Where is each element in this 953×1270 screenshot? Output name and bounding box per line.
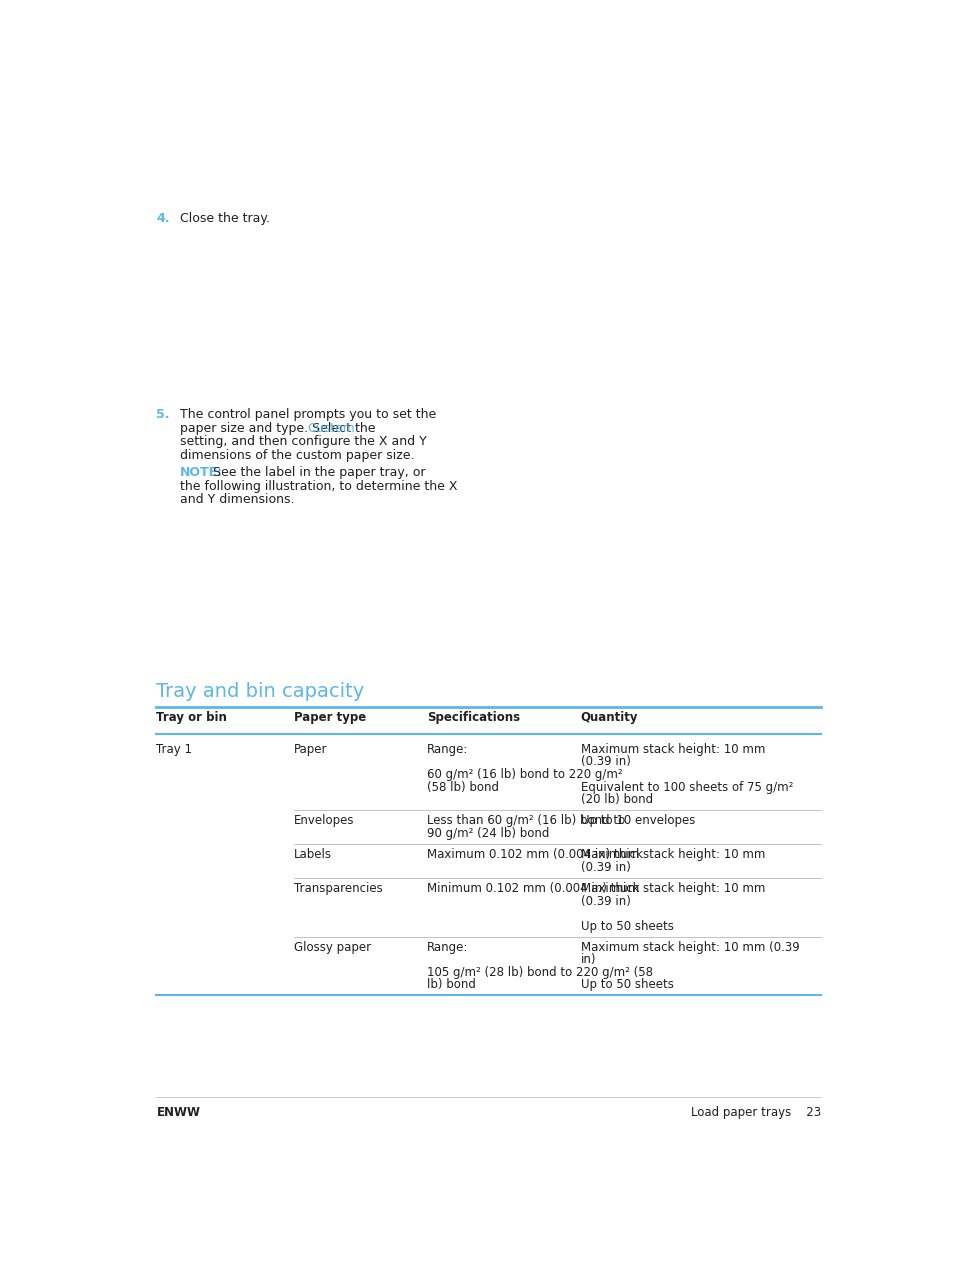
Text: Quantity: Quantity (580, 711, 638, 724)
Text: 60 g/m² (16 lb) bond to 220 g/m²: 60 g/m² (16 lb) bond to 220 g/m² (427, 768, 622, 781)
Text: Maximum stack height: 10 mm: Maximum stack height: 10 mm (580, 883, 764, 895)
Text: (0.39 in): (0.39 in) (580, 756, 630, 768)
Text: (58 lb) bond: (58 lb) bond (427, 781, 498, 794)
Text: in): in) (580, 954, 596, 966)
Text: setting, and then configure the X and Y: setting, and then configure the X and Y (179, 436, 426, 448)
Text: NOTE:: NOTE: (179, 466, 223, 479)
Text: Range:: Range: (427, 941, 468, 954)
Text: Up to 10 envelopes: Up to 10 envelopes (580, 814, 695, 827)
Text: Maximum 0.102 mm (0.004 in) thick: Maximum 0.102 mm (0.004 in) thick (427, 848, 642, 861)
Text: Maximum stack height: 10 mm (0.39: Maximum stack height: 10 mm (0.39 (580, 941, 799, 954)
Text: Up to 50 sheets: Up to 50 sheets (580, 978, 673, 992)
Text: 5.: 5. (156, 408, 170, 422)
Text: Tray and bin capacity: Tray and bin capacity (156, 682, 364, 701)
Text: Maximum stack height: 10 mm: Maximum stack height: 10 mm (580, 743, 764, 756)
Text: (0.39 in): (0.39 in) (580, 861, 630, 874)
Text: See the label in the paper tray, or: See the label in the paper tray, or (201, 466, 425, 479)
Text: and Y dimensions.: and Y dimensions. (179, 493, 294, 505)
Text: Less than 60 g/m² (16 lb) bond to: Less than 60 g/m² (16 lb) bond to (427, 814, 624, 827)
Text: Labels: Labels (294, 848, 332, 861)
Text: Range:: Range: (427, 743, 468, 756)
Text: Transparencies: Transparencies (294, 883, 382, 895)
Text: Custom: Custom (307, 422, 355, 434)
Text: 90 g/m² (24 lb) bond: 90 g/m² (24 lb) bond (427, 827, 549, 839)
Text: (20 lb) bond: (20 lb) bond (580, 792, 652, 806)
Text: Up to 50 sheets: Up to 50 sheets (580, 919, 673, 932)
Text: Close the tray.: Close the tray. (179, 212, 270, 225)
Text: paper size and type. Select the: paper size and type. Select the (179, 422, 378, 434)
Text: (0.39 in): (0.39 in) (580, 894, 630, 908)
Text: ENWW: ENWW (156, 1106, 200, 1119)
Text: Minimum 0.102 mm (0.004 in) thick: Minimum 0.102 mm (0.004 in) thick (427, 883, 639, 895)
Text: Paper type: Paper type (294, 711, 366, 724)
Text: Load paper trays    23: Load paper trays 23 (691, 1106, 821, 1119)
Text: Envelopes: Envelopes (294, 814, 355, 827)
Text: Specifications: Specifications (427, 711, 519, 724)
Text: Glossy paper: Glossy paper (294, 941, 371, 954)
Text: Tray 1: Tray 1 (156, 743, 193, 756)
Text: dimensions of the custom paper size.: dimensions of the custom paper size. (179, 448, 414, 461)
Text: Tray or bin: Tray or bin (156, 711, 227, 724)
Text: 105 g/m² (28 lb) bond to 220 g/m² (58: 105 g/m² (28 lb) bond to 220 g/m² (58 (427, 966, 653, 979)
Text: 4.: 4. (156, 212, 170, 225)
Text: Paper: Paper (294, 743, 327, 756)
Text: The control panel prompts you to set the: The control panel prompts you to set the (179, 408, 436, 422)
Text: the following illustration, to determine the X: the following illustration, to determine… (179, 480, 456, 493)
Text: lb) bond: lb) bond (427, 978, 476, 992)
Text: Maximum stack height: 10 mm: Maximum stack height: 10 mm (580, 848, 764, 861)
Text: Equivalent to 100 sheets of 75 g/m²: Equivalent to 100 sheets of 75 g/m² (580, 781, 792, 794)
